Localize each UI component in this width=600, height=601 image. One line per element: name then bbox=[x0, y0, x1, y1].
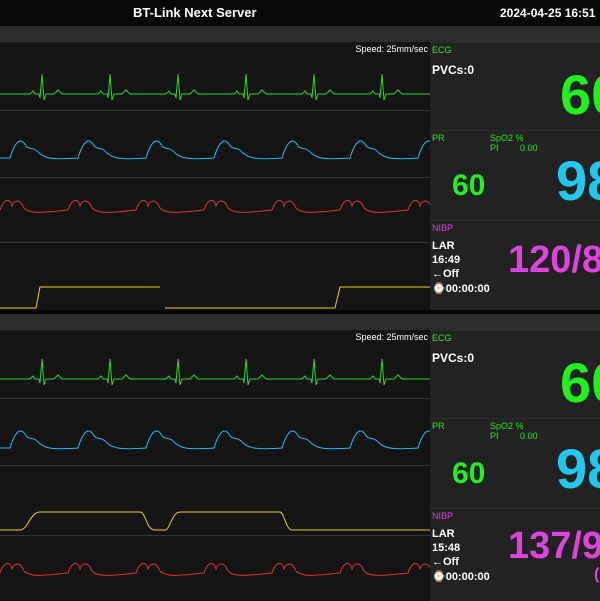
panel2-nibp-box: NIBP LAR 15:48 ←Off ⌚00:00:00 137/92 ( bbox=[430, 508, 600, 601]
panel1-nibp-box: NIBP LAR 16:49 ←Off ⌚00:00:00 120/80 bbox=[430, 220, 600, 311]
panel2-ecg-label: ECG bbox=[432, 333, 452, 343]
panel2-toolbar-strip bbox=[0, 314, 600, 330]
panel1-pleth-wave bbox=[0, 140, 430, 160]
panel1-grid-line bbox=[0, 177, 430, 178]
datetime: 2024-04-25 16:51 bbox=[500, 6, 596, 20]
header-bar: BT-Link Next Server 2024-04-25 16:51 bbox=[0, 0, 600, 26]
panel2-grid-line bbox=[0, 465, 430, 466]
panel1-grid-line bbox=[0, 242, 430, 243]
panel1-pi-label: PI bbox=[490, 143, 499, 153]
panel1-aux-wave bbox=[0, 286, 430, 309]
panel2-nibp-time: 15:48 bbox=[432, 542, 461, 554]
panel1-spo2-box: PR SpO2 % PI 0.00 60 98 bbox=[430, 130, 600, 221]
panel1-nibp-timer: ⌚00:00:00 bbox=[432, 283, 490, 295]
panel1-resp-wave bbox=[0, 200, 430, 213]
app-title: BT-Link Next Server bbox=[133, 5, 257, 20]
panel1-toolbar-strip bbox=[0, 26, 600, 42]
panel1-nibp-time: 16:49 bbox=[432, 254, 461, 266]
panel2-nibp-value: 137/92 bbox=[508, 525, 600, 567]
panel1-pr-value: 60 bbox=[452, 169, 486, 202]
panel2-waveforms bbox=[0, 358, 430, 576]
panel2-nibp-label: NIBP bbox=[432, 511, 454, 521]
panel1-params: ECG PVCs:0 60 PR SpO2 % PI 0.00 60 98 NI… bbox=[430, 42, 600, 311]
panel2-spo2-label: SpO2 % bbox=[490, 421, 524, 431]
panel1-speed-label: Speed: 25mm/sec bbox=[355, 44, 428, 54]
panel2-nibp-auto: ←Off bbox=[432, 556, 459, 568]
panel2-hr-value: 60 bbox=[560, 351, 600, 414]
panel2-resp-wave bbox=[0, 563, 430, 576]
panel1-ecg-label: ECG bbox=[432, 45, 452, 55]
panel2-pi-value: 0.00 bbox=[520, 431, 538, 441]
panel1-nibp-auto: ←Off bbox=[432, 268, 459, 280]
panel2-waveform-area: Speed: 25mm/sec bbox=[0, 330, 430, 600]
panel1-ecg-box: ECG PVCs:0 60 bbox=[430, 42, 600, 131]
panel1-pi-value: 0.00 bbox=[520, 143, 538, 153]
panel2-params: ECG PVCs:0 60 PR SpO2 % PI 0.00 60 98 NI… bbox=[430, 330, 600, 601]
panel1-pvcs: PVCs:0 bbox=[432, 63, 475, 77]
panel1-hr-value: 60 bbox=[560, 63, 600, 126]
panel2-pr-value: 60 bbox=[452, 457, 486, 490]
panel2-pi-label: PI bbox=[490, 431, 499, 441]
panel-separator bbox=[0, 310, 600, 314]
panel2-pvcs: PVCs:0 bbox=[432, 351, 475, 365]
panel1-waveforms bbox=[0, 73, 430, 309]
panel2-nibp-mode: LAR bbox=[432, 528, 455, 540]
panel1-spo2-label: SpO2 % bbox=[490, 133, 524, 143]
panel2-nibp-extra: ( bbox=[594, 566, 600, 583]
panel1-grid-line bbox=[0, 110, 430, 111]
panel2-grid-line bbox=[0, 398, 430, 399]
panel2-aux-wave bbox=[0, 511, 430, 531]
panel2-spo2-value: 98 bbox=[556, 437, 600, 500]
panel1-spo2-value: 98 bbox=[556, 149, 600, 212]
panel1-pr-label: PR bbox=[432, 133, 445, 143]
panel1-waveform-area: Speed: 25mm/sec bbox=[0, 42, 430, 310]
panel2-ecg-wave bbox=[0, 358, 430, 386]
panel2-speed-label: Speed: 25mm/sec bbox=[355, 332, 428, 342]
panel1-ecg-wave bbox=[0, 73, 430, 101]
panel2-pr-label: PR bbox=[432, 421, 445, 431]
panel2-ecg-box: ECG PVCs:0 60 bbox=[430, 330, 600, 419]
panel1-nibp-mode: LAR bbox=[432, 240, 455, 252]
panel2-nibp-timer: ⌚00:00:00 bbox=[432, 571, 490, 583]
panel1-nibp-value: 120/80 bbox=[508, 239, 600, 281]
panel2-spo2-box: PR SpO2 % PI 0.00 60 98 bbox=[430, 418, 600, 509]
panel2-grid-line bbox=[0, 535, 430, 536]
panel1-nibp-label: NIBP bbox=[432, 223, 454, 233]
panel2-pleth-wave bbox=[0, 430, 430, 450]
